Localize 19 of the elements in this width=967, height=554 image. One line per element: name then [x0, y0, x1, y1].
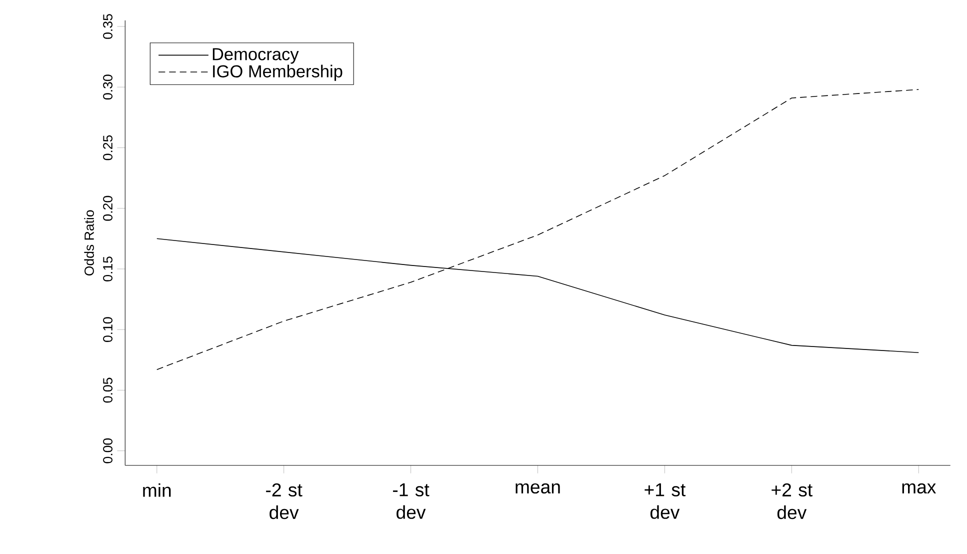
y-axis-title: Odds Ratio: [84, 210, 94, 276]
y-tick-label: 0.00: [103, 438, 112, 464]
x-tick-label: max: [902, 483, 936, 494]
x-tick-label: mean: [516, 483, 560, 494]
legend-label: Democracy: [212, 48, 299, 64]
y-tick-label: 0.20: [103, 196, 112, 221]
x-tick-label: min: [143, 483, 171, 497]
x-tick-label: -2 st dev: [266, 483, 302, 519]
line-series: [156, 89, 920, 370]
x-tick-label: +1 st dev: [644, 483, 686, 519]
y-tick-label: 0.25: [103, 135, 112, 160]
y-tick-label: 0.05: [103, 378, 112, 402]
x-tick-label: +2 st dev: [772, 483, 812, 519]
legend-label: IGO Membership: [213, 64, 342, 81]
y-tick-label: 0.30: [103, 74, 112, 100]
x-tick-label: -1 st dev: [393, 483, 430, 519]
y-tick-label: 0.10: [103, 317, 112, 342]
y-tick-label: 0.15: [103, 256, 112, 282]
y-tick-label: 0.35: [103, 14, 112, 39]
